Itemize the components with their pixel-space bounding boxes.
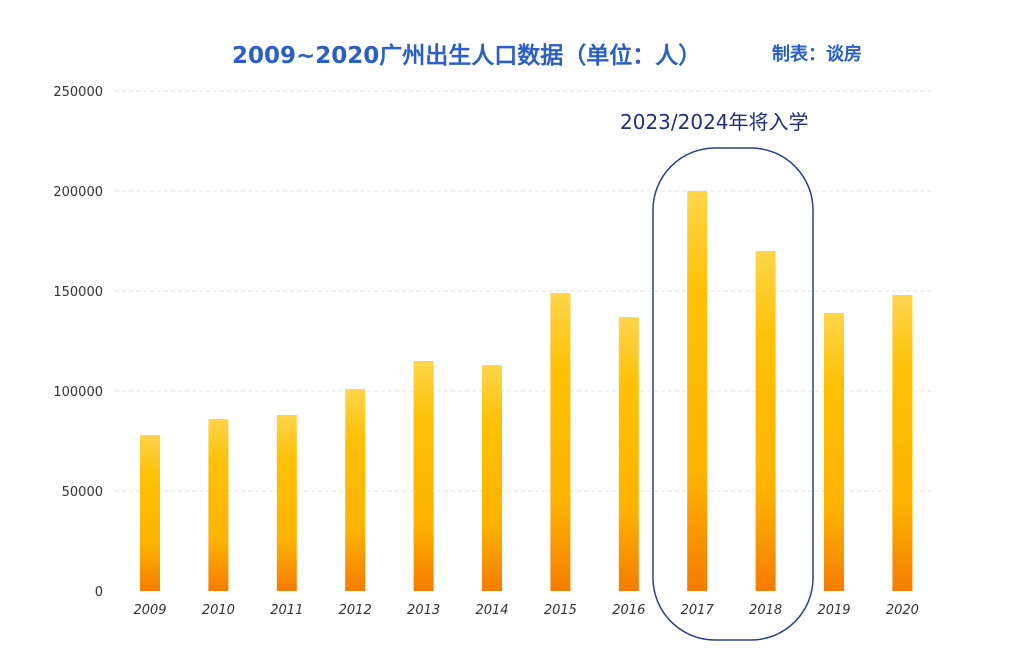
y-tick-label: 250000: [53, 85, 103, 100]
x-tick-label: 2018: [749, 603, 782, 618]
y-tick-label: 150000: [53, 285, 103, 300]
x-tick-label: 2014: [475, 603, 508, 618]
chart-title: 2009~2020广州出生人口数据（单位：人）: [232, 43, 702, 69]
y-tick-label: 200000: [53, 185, 103, 200]
bar-2013: [413, 361, 434, 591]
bar-2009: [140, 435, 160, 591]
bar-2010: [208, 419, 229, 591]
x-tick-label: 2012: [339, 603, 372, 618]
x-tick-label: 2013: [407, 603, 440, 618]
bar-2019: [824, 313, 844, 591]
bar-2011: [276, 415, 297, 591]
highlight-outline: [652, 147, 814, 641]
bar-2015: [550, 293, 571, 591]
bar-2017: [687, 191, 708, 591]
x-tick-label: 2015: [544, 603, 577, 618]
x-tick-label: 2017: [681, 603, 715, 618]
x-tick-label: 2009: [133, 603, 166, 618]
y-tick-label: 0: [95, 585, 103, 600]
bar-2018: [755, 251, 776, 591]
x-tick-label: 2019: [817, 603, 850, 618]
bar-2014: [482, 365, 502, 591]
x-tick-label: 2010: [202, 603, 235, 618]
bar-2020: [892, 295, 913, 591]
y-tick-label: 100000: [53, 385, 103, 400]
bar-2016: [618, 317, 639, 591]
x-tick-label: 2011: [270, 603, 303, 618]
highlight-annotation: 2023/2024年将入学: [620, 110, 809, 134]
chart-subtitle: 制表：谈房: [772, 44, 862, 65]
x-tick-label: 2020: [886, 603, 919, 618]
x-tick-label: 2016: [612, 603, 645, 618]
bar-2012: [345, 389, 366, 591]
y-tick-label: 50000: [62, 485, 103, 500]
